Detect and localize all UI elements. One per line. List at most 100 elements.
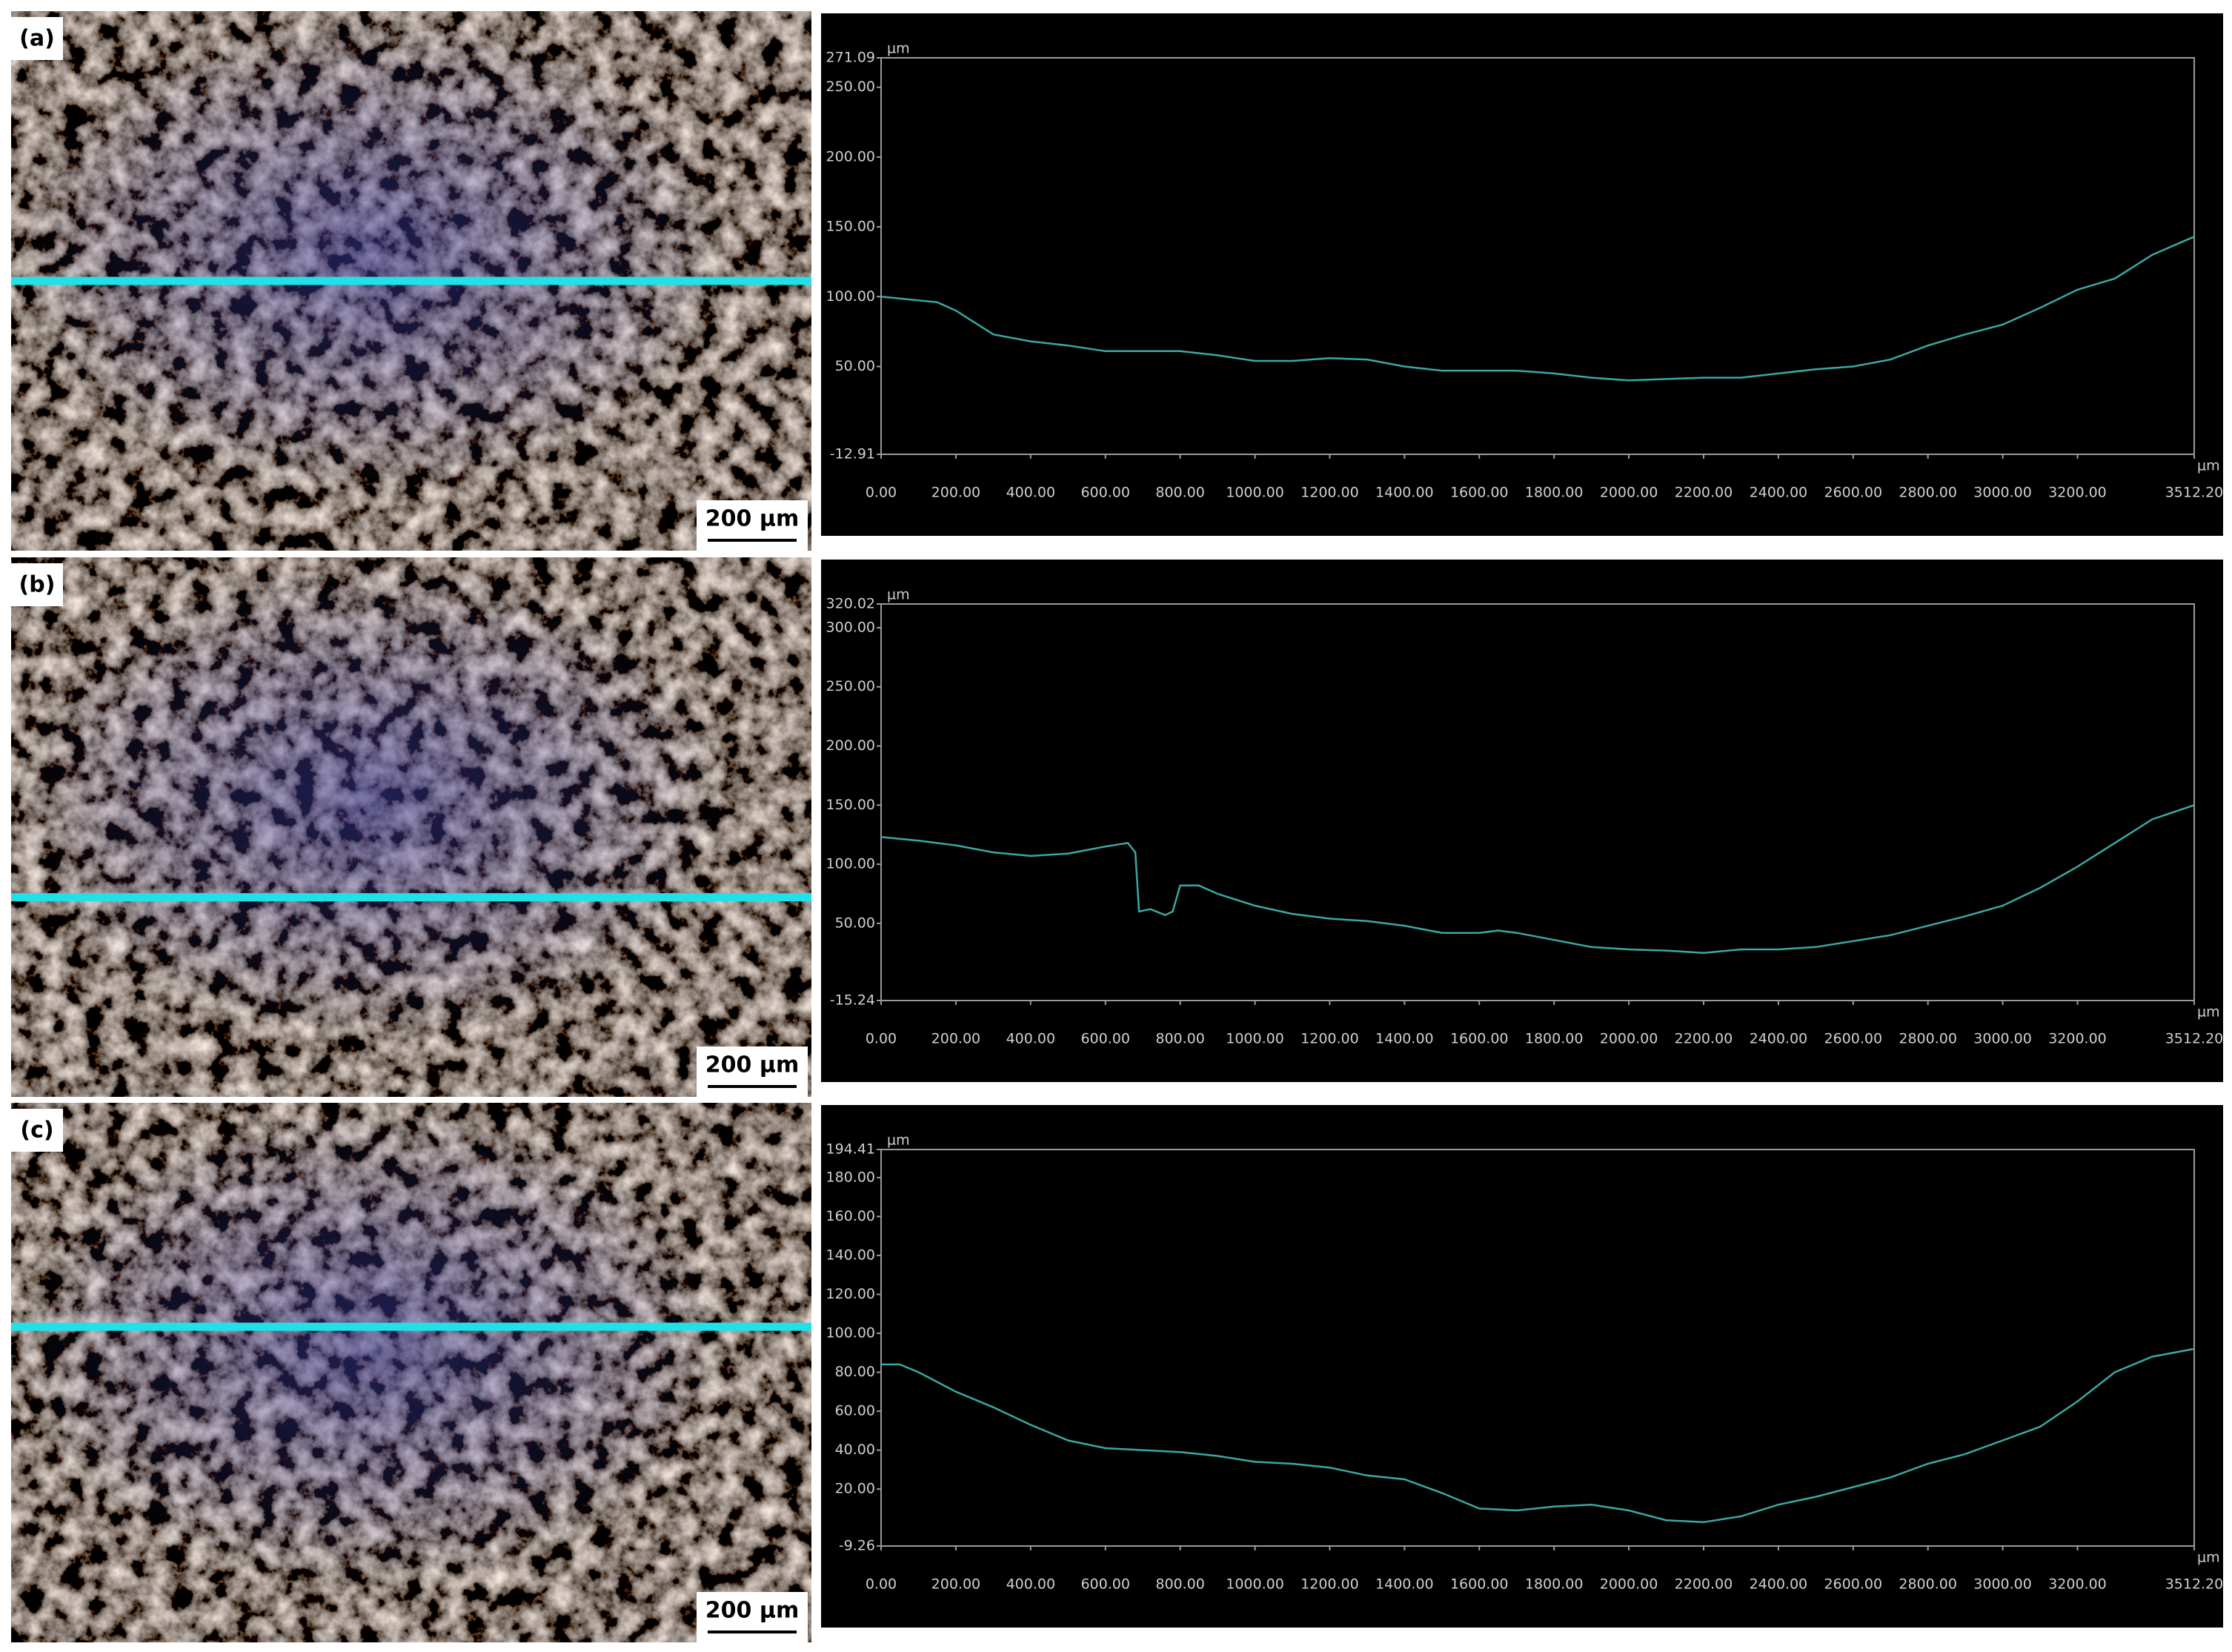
- x-tick-label: 2200.00: [1675, 1031, 1733, 1047]
- scale-box: [697, 1046, 808, 1097]
- chart-panel: [821, 1105, 2223, 1628]
- x-tick-label: 1200.00: [1301, 1576, 1359, 1593]
- y-tick-label: 50.00: [835, 915, 875, 931]
- x-tick-label: 2600.00: [1824, 485, 1882, 501]
- profile-line: [880, 804, 2195, 955]
- profile-line: [880, 236, 2195, 382]
- x-tick-label: 2400.00: [1750, 1576, 1808, 1593]
- x-tick-label: 1200.00: [1301, 485, 1359, 501]
- x-tick-label: 0.00: [866, 1576, 897, 1593]
- y-tick-label: 150.00: [826, 219, 875, 235]
- panel-label: (a): [19, 26, 55, 52]
- y-tick-label: 20.00: [835, 1481, 875, 1497]
- y-tick-label: 250.00: [826, 678, 875, 694]
- x-unit: µm: [2197, 458, 2220, 474]
- x-tick-label: 3512.20: [2165, 1031, 2224, 1047]
- x-tick-label: 1400.00: [1375, 1031, 1434, 1047]
- x-tick-label: 2000.00: [1600, 1576, 1658, 1593]
- x-tick-label: 800.00: [1155, 485, 1204, 501]
- y-tick-label: 150.00: [826, 797, 875, 813]
- scale-box: [697, 500, 808, 551]
- x-tick-label: 1800.00: [1525, 485, 1584, 501]
- x-tick-label: 1000.00: [1226, 1576, 1284, 1593]
- plot-frame: [880, 57, 2195, 455]
- label-box: [11, 563, 63, 606]
- y-tick-label: 271.09: [826, 50, 875, 66]
- y-tick-label: 160.00: [826, 1208, 875, 1224]
- y-tick-label: 80.00: [835, 1364, 875, 1380]
- x-tick-label: 3512.20: [2165, 485, 2224, 501]
- x-tick-label: 3000.00: [1973, 1031, 2032, 1047]
- x-tick-label: 2800.00: [1899, 1031, 1957, 1047]
- x-tick-label: 1400.00: [1375, 485, 1434, 501]
- x-tick-label: 1600.00: [1450, 485, 1509, 501]
- scale-box: [697, 1592, 808, 1642]
- x-tick-label: 800.00: [1155, 1576, 1204, 1593]
- x-tick-label: 3200.00: [2048, 1031, 2107, 1047]
- x-tick-label: 0.00: [866, 485, 897, 501]
- x-tick-label: 400.00: [1006, 1031, 1055, 1047]
- y-tick-label: 320.02: [826, 596, 875, 612]
- x-tick-label: 1600.00: [1450, 1576, 1509, 1593]
- x-tick-label: 1000.00: [1226, 1031, 1284, 1047]
- x-tick-label: 600.00: [1080, 1031, 1129, 1047]
- y-unit: µm: [887, 587, 910, 603]
- x-tick-label: 800.00: [1155, 1031, 1204, 1047]
- x-tick-label: 2200.00: [1675, 1576, 1733, 1593]
- scale-bar-label: 200 µm: [705, 1052, 799, 1078]
- chart-panel: [821, 560, 2223, 1082]
- x-tick-label: 2200.00: [1675, 485, 1733, 501]
- x-unit: µm: [2197, 1550, 2220, 1566]
- y-tick-label: 120.00: [826, 1286, 875, 1302]
- label-box: [11, 17, 63, 60]
- x-tick-label: 600.00: [1080, 1576, 1129, 1593]
- y-tick-label: 50.00: [835, 358, 875, 374]
- y-tick-label: 100.00: [826, 1324, 875, 1341]
- y-tick-label: -15.24: [830, 992, 875, 1009]
- chart-panel: [821, 13, 2223, 536]
- x-tick-label: 400.00: [1006, 1576, 1055, 1593]
- x-tick-label: 1800.00: [1525, 1031, 1584, 1047]
- y-tick-label: 180.00: [826, 1169, 875, 1185]
- x-tick-label: 600.00: [1080, 485, 1129, 501]
- x-tick-label: 3512.20: [2165, 1576, 2224, 1593]
- profile-line: [881, 1347, 2195, 1524]
- y-tick-label: 40.00: [835, 1442, 875, 1458]
- panel-label: (b): [19, 572, 56, 598]
- x-tick-label: 400.00: [1006, 485, 1055, 501]
- panel-label: (c): [20, 1118, 53, 1144]
- x-tick-label: 3200.00: [2048, 485, 2107, 501]
- y-tick-label: 200.00: [826, 148, 875, 165]
- plot-frame: [880, 603, 2195, 1001]
- x-tick-label: 2600.00: [1824, 1576, 1882, 1593]
- x-tick-label: 1000.00: [1226, 485, 1284, 501]
- x-tick-label: 2000.00: [1600, 1031, 1658, 1047]
- y-tick-label: 60.00: [835, 1403, 875, 1419]
- x-tick-label: 1200.00: [1301, 1031, 1359, 1047]
- x-tick-label: 2400.00: [1750, 1031, 1808, 1047]
- x-tick-label: 3200.00: [2048, 1576, 2107, 1593]
- y-unit: µm: [887, 41, 910, 57]
- label-box: [11, 1109, 63, 1152]
- x-tick-label: 1400.00: [1375, 1576, 1434, 1593]
- x-tick-label: 0.00: [866, 1031, 897, 1047]
- y-tick-label: -9.26: [839, 1538, 875, 1554]
- x-tick-label: 2800.00: [1899, 1576, 1957, 1593]
- x-tick-label: 2600.00: [1824, 1031, 1882, 1047]
- y-tick-label: 100.00: [826, 856, 875, 872]
- x-tick-label: 200.00: [931, 1576, 980, 1593]
- y-tick-label: 200.00: [826, 737, 875, 754]
- x-tick-label: 3000.00: [1973, 485, 2032, 501]
- y-tick-label: 250.00: [826, 79, 875, 95]
- stain: [11, 557, 811, 1097]
- y-unit: µm: [887, 1132, 910, 1149]
- x-tick-label: 2000.00: [1600, 485, 1658, 501]
- x-unit: µm: [2197, 1004, 2220, 1021]
- x-tick-label: 2800.00: [1899, 485, 1957, 501]
- y-tick-label: -12.91: [830, 446, 875, 462]
- x-tick-label: 200.00: [931, 1031, 980, 1047]
- scale-bar-label: 200 µm: [705, 506, 799, 532]
- x-tick-label: 3000.00: [1973, 1576, 2032, 1593]
